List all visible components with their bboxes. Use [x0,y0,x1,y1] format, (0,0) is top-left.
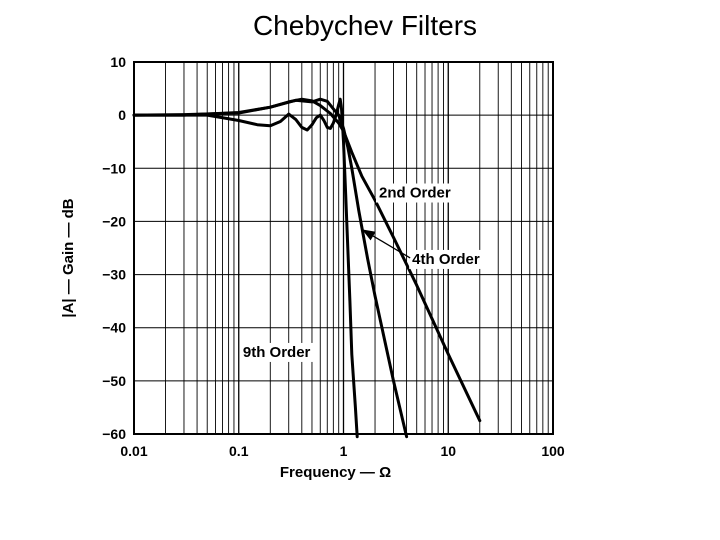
x-tick-label: 10 [440,443,456,459]
annotation-background [376,183,454,203]
slide-title: Chebychev Filters [252,10,478,41]
series-line-3 [132,97,359,439]
plot-frame [133,61,554,435]
x-tick-label: 0.01 [120,443,147,459]
x-tick-label: 100 [541,443,565,459]
annotation-arrow-head [361,229,376,241]
y-tick-label: −20 [102,213,126,229]
annotations: 2nd Order 4th Order 9th Order [239,183,483,362]
y-tick-label: −40 [102,320,126,336]
annotation-label: 2nd Order [379,185,451,202]
annotation-background [239,342,314,362]
axes: 0.01 0.1 1 10 100100−10−20−30−40−50−60Freque… [60,54,565,481]
x-axis-label: Frequency — Ω [280,464,391,481]
series [132,97,482,439]
y-tick-label: −10 [102,160,126,176]
y-tick-label: −50 [102,373,126,389]
annotation-background [409,249,483,269]
y-tick-label: −60 [102,426,126,442]
y-tick-label: −30 [102,267,126,283]
grid [134,62,553,434]
annotation-label: 4th Order [412,251,480,268]
x-tick-label: 0.1 [229,443,249,459]
y-axis-label: |A| — Gain — dB [60,198,77,317]
y-tick-label: 10 [110,54,126,70]
x-tick-label: 1 [340,443,348,459]
y-tick-label: 0 [118,107,126,123]
annotation-label: 9th Order [243,344,311,361]
